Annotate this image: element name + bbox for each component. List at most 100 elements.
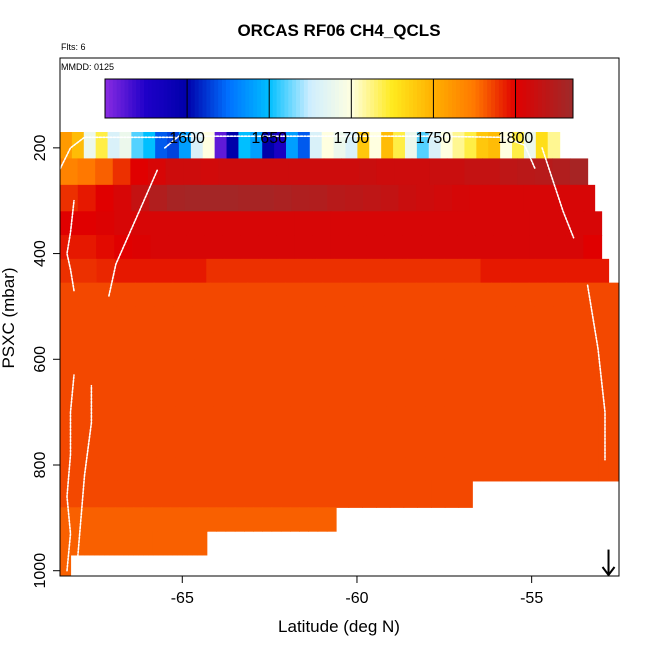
colorbar-swatch — [120, 79, 125, 118]
heatmap-cell — [150, 235, 169, 260]
heatmap-cell — [463, 433, 484, 458]
heatmap-cell — [87, 480, 102, 508]
colorbar-swatch — [420, 79, 426, 118]
heatmap-cell — [169, 258, 189, 284]
colorbar-swatch — [339, 79, 344, 118]
heatmap-cell — [389, 258, 408, 284]
heatmap-cell — [276, 211, 296, 236]
colorbar-tick-label: 1600 — [169, 130, 205, 147]
heatmap-cell — [60, 158, 79, 186]
colorbar-swatch — [183, 79, 188, 118]
heatmap-cell — [429, 158, 448, 186]
heatmap-cell — [232, 332, 253, 360]
heatmap-cell — [170, 507, 181, 532]
colorbar-swatch — [436, 79, 441, 118]
heatmap-cell — [309, 406, 330, 434]
heatmap-cell — [114, 258, 134, 284]
heatmap-cell — [345, 184, 364, 212]
heatmap-cell — [380, 184, 400, 212]
heatmap-cell — [452, 132, 466, 160]
colorbar-swatch — [553, 79, 558, 118]
heatmap-cell — [309, 383, 330, 408]
heatmap-cell — [136, 433, 157, 458]
heatmap-cell — [222, 235, 242, 260]
heatmap-cell — [71, 132, 85, 160]
heatmap-cell — [156, 383, 176, 408]
heatmap-cell — [598, 359, 618, 384]
heatmap-cell — [128, 480, 144, 508]
colorbar-swatch — [342, 79, 348, 118]
heatmap-cell — [370, 258, 390, 284]
colorbar-swatch — [565, 79, 570, 118]
heatmap-cell — [60, 554, 72, 576]
colorbar-swatch — [569, 79, 574, 118]
heatmap-cell — [511, 211, 530, 236]
heatmap-cell — [249, 306, 270, 334]
colorbar-swatch — [401, 79, 406, 118]
colorbar-swatch — [311, 79, 317, 118]
heatmap-cell — [348, 433, 369, 458]
colorbar-swatch — [163, 79, 168, 118]
colorbar-tick-label: 1800 — [498, 130, 534, 147]
heatmap-cell — [559, 359, 580, 384]
colorbar-swatch — [292, 79, 297, 118]
heatmap-cell — [501, 433, 522, 458]
heatmap-cell — [175, 406, 196, 434]
heatmap-cell — [232, 383, 253, 408]
heatmap-cell — [204, 235, 224, 260]
heatmap-cell — [238, 184, 257, 212]
heatmap-cell — [297, 258, 317, 284]
heatmap-cell — [213, 359, 234, 384]
flight-track-segment — [541, 147, 575, 239]
heatmap-cell — [475, 211, 494, 236]
heatmap-cell — [211, 480, 226, 508]
colorbar-swatch — [225, 79, 231, 118]
heatmap-cell — [213, 433, 234, 458]
heatmap-cell — [477, 306, 498, 334]
heatmap-cell — [462, 258, 482, 284]
heatmap-cell — [252, 433, 272, 458]
colorbar-swatch — [448, 79, 453, 118]
colorbar-swatch — [397, 79, 402, 118]
flight-track-segment — [108, 168, 159, 297]
heatmap-cell — [253, 158, 272, 186]
heatmap-cell — [130, 158, 149, 186]
heatmap-cell — [540, 433, 561, 458]
heatmap-cell — [444, 383, 465, 408]
heatmap-cell — [425, 433, 445, 458]
heatmap-cell — [266, 480, 281, 508]
colorbar-swatch — [506, 79, 512, 118]
colorbar-swatch — [233, 79, 239, 118]
heatmap-cell — [540, 332, 561, 360]
heatmap-cell — [135, 282, 155, 308]
heatmap-cell — [114, 211, 133, 236]
heatmap-cell — [169, 480, 185, 508]
heatmap-cell — [482, 158, 501, 186]
heatmap-cell — [104, 531, 110, 556]
colorbar-swatch — [424, 79, 430, 118]
heatmap-cell — [64, 531, 71, 556]
heatmap-cell — [200, 158, 219, 186]
heatmap-cell — [329, 332, 349, 360]
heatmap-cell — [358, 158, 378, 186]
colorbar-swatch — [222, 79, 227, 118]
heatmap-cell — [405, 433, 426, 458]
heatmap-cell — [60, 507, 70, 532]
heatmap-cell — [405, 457, 426, 482]
heatmap-cell — [334, 258, 354, 284]
heatmap-cell — [306, 158, 325, 186]
heatmap-cell — [118, 531, 125, 556]
colorbar-swatch — [167, 79, 172, 118]
heatmap-cell — [528, 282, 549, 308]
heatmap-cell — [386, 406, 407, 434]
heatmap-cell — [291, 184, 311, 212]
heatmap-cell — [547, 132, 561, 160]
heatmap-cell — [309, 332, 330, 360]
heatmap-cell — [148, 531, 154, 556]
heatmap-cell — [529, 235, 548, 260]
heatmap-cell — [79, 332, 100, 360]
heatmap-cell — [493, 235, 512, 260]
heatmap-cell — [280, 507, 291, 532]
heatmap-cell — [529, 211, 548, 236]
